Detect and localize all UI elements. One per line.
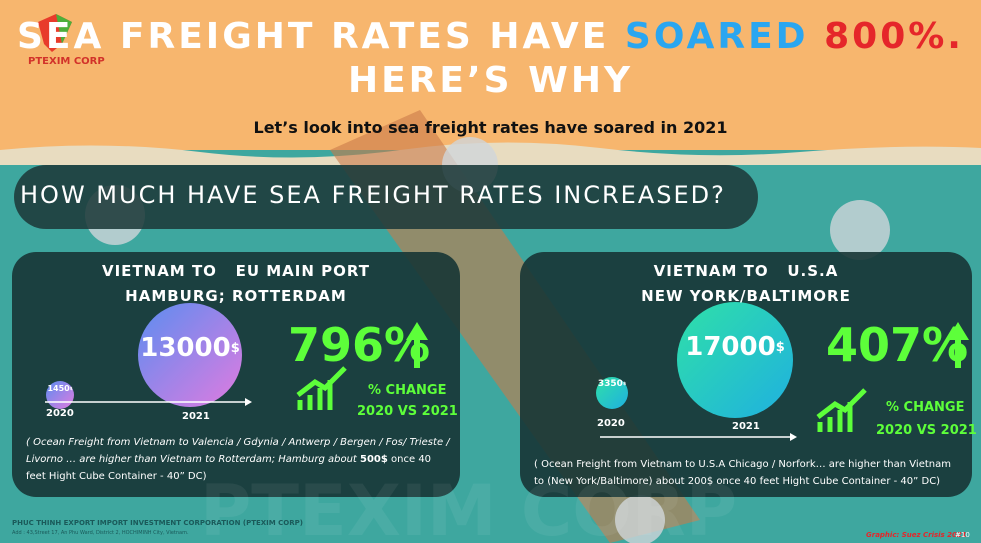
title-line2: HERE’S WHY <box>347 60 634 101</box>
percent-change: 796% <box>288 318 431 372</box>
text: 1450 <box>47 383 70 393</box>
value-2021: 13000 $ <box>138 328 242 368</box>
subtitle: Let’s look into sea freight rates have s… <box>253 118 728 137</box>
ports: HAMBURG; ROTTERDAM <box>125 287 347 305</box>
text: 17000 <box>685 332 776 362</box>
year-label: 2021 <box>182 411 210 422</box>
value-2020: 1450 $ <box>46 381 74 395</box>
value-2020: 3350 $ <box>596 377 628 391</box>
year-label: 2021 <box>732 421 760 432</box>
change-period: 2020 VS 2021 <box>876 423 977 438</box>
text: $ <box>775 339 785 355</box>
text: ( Ocean Freight from Vietnam to U.S.A Ch… <box>534 459 951 487</box>
note: ( Ocean Freight from Vietnam to U.S.A Ch… <box>534 456 959 490</box>
change-label: % CHANGE <box>368 383 447 398</box>
text: ( Ocean Freight from Vietnam to Valencia… <box>26 437 450 448</box>
banner: HOW MUCH HAVE SEA FREIGHT RATES INCREASE… <box>20 181 726 209</box>
watermark: PTEXIM CORP <box>200 470 737 543</box>
text: EU MAIN PORT <box>235 262 371 280</box>
text: 13000 <box>140 333 231 363</box>
year-label: 2020 <box>46 408 74 419</box>
percent-change: 407% <box>826 318 969 372</box>
change-period: 2020 VS 2021 <box>357 404 458 419</box>
value-2021: 17000 $ <box>677 327 793 367</box>
ports: NEW YORK/BALTIMORE <box>641 287 851 305</box>
text: $ <box>69 385 73 391</box>
text: VIETNAM TO <box>101 262 217 280</box>
note: ( Ocean Freight from Vietnam to Valencia… <box>26 434 451 485</box>
text: Livorno … are higher than Vietnam to Rot… <box>26 454 361 465</box>
footer-company: PHUC THINH EXPORT IMPORT INVESTMENT CORP… <box>12 519 303 527</box>
route: VIETNAM TO EU MAIN PORT <box>12 262 460 280</box>
title: SEA FREIGHT RATES HAVE SOARED 800%. <box>16 16 964 57</box>
year-label: 2020 <box>597 418 625 429</box>
logo: PTEXIM CORP <box>28 56 105 67</box>
text: VIETNAM TO <box>653 262 769 280</box>
text: $ <box>622 381 627 387</box>
text: 3350 <box>597 379 623 389</box>
text: 500$ <box>360 454 388 465</box>
text: once 40 feet Hight Cube Container - 40” … <box>26 454 432 482</box>
route: VIETNAM TO U.S.A <box>520 262 972 280</box>
page-number: #10 <box>955 531 970 539</box>
text: $ <box>230 340 240 356</box>
credit: Graphic: Suez Crisis 2021 <box>866 531 967 539</box>
text: U.S.A <box>787 262 839 280</box>
change-label: % CHANGE <box>886 400 965 415</box>
footer-address: Add : 43,Street 17, An Phu Ward, Distric… <box>12 530 189 536</box>
